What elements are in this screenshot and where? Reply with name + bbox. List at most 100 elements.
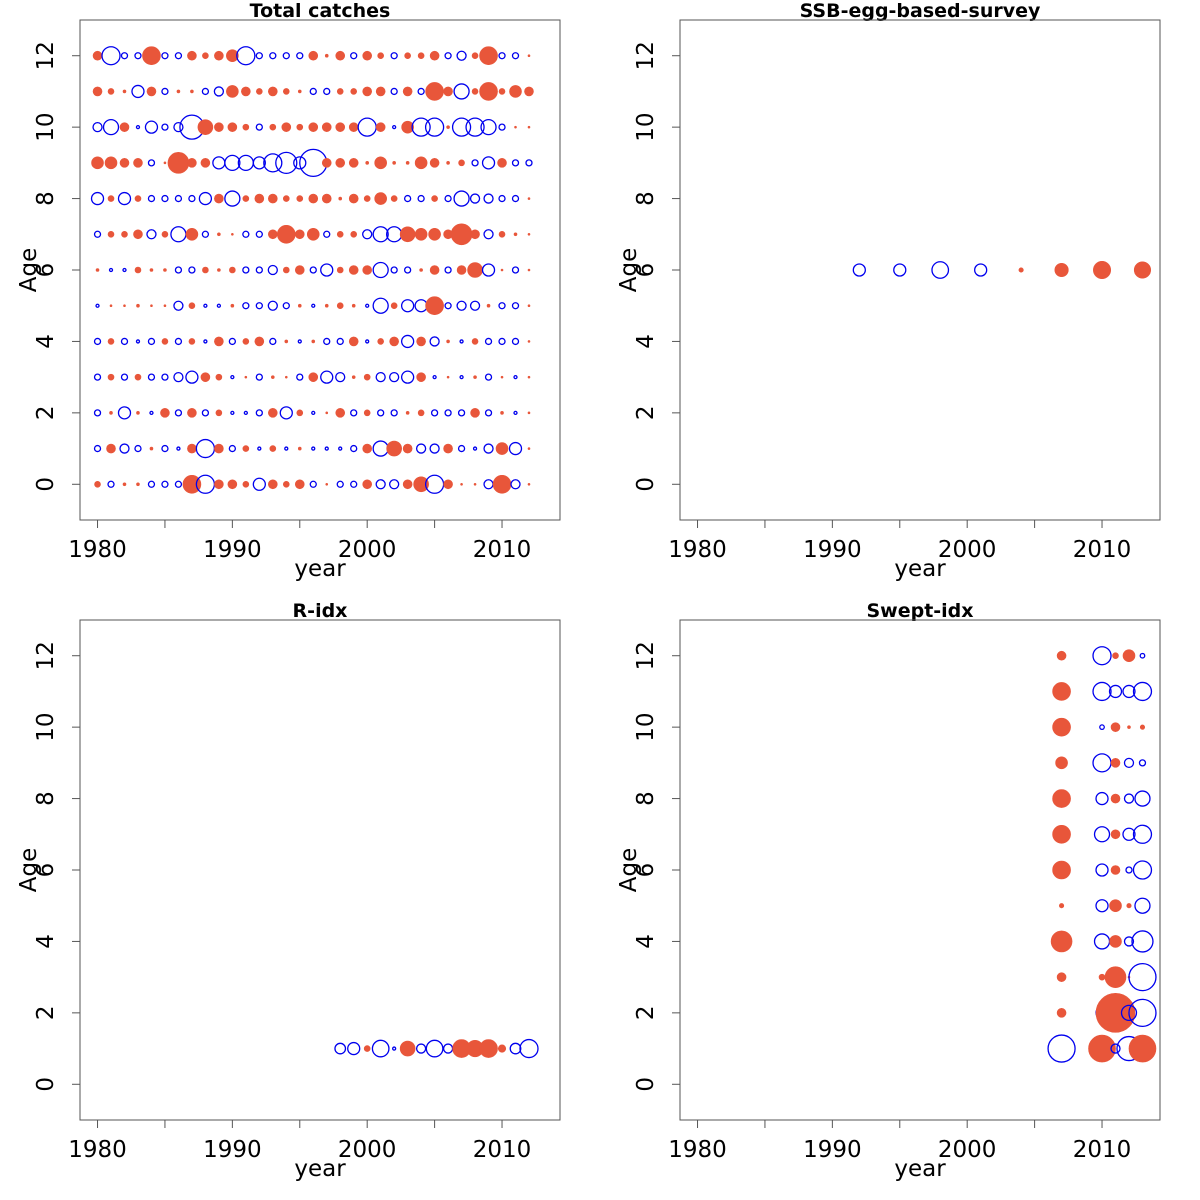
positive-residual-bubble — [268, 229, 278, 240]
negative-residual-bubble — [173, 300, 184, 311]
positive-residual-bubble — [446, 339, 450, 344]
negative-residual-bubble — [174, 409, 183, 417]
negative-residual-bubble — [424, 117, 445, 137]
positive-residual-bubble — [214, 50, 224, 61]
negative-residual-bubble — [511, 337, 520, 346]
positive-residual-bubble — [446, 375, 450, 379]
negative-residual-bubble — [1125, 866, 1133, 874]
negative-residual-bubble — [170, 226, 187, 243]
positive-residual-bubble — [513, 232, 518, 237]
positive-residual-bubble — [467, 262, 483, 278]
negative-residual-bubble — [472, 446, 478, 451]
negative-residual-bubble — [1132, 681, 1153, 702]
negative-residual-bubble — [444, 194, 452, 203]
positive-residual-bubble — [91, 156, 104, 170]
negative-residual-bubble — [282, 302, 290, 310]
positive-residual-bubble — [497, 158, 507, 168]
negative-residual-bubble — [237, 154, 254, 172]
positive-residual-bubble — [231, 232, 234, 236]
negative-residual-bubble — [1095, 863, 1109, 877]
negative-residual-bubble — [320, 263, 334, 277]
negative-residual-bubble — [456, 50, 467, 61]
y-tick-label: 10 — [633, 713, 659, 742]
positive-residual-bubble — [268, 193, 278, 204]
negative-residual-bubble — [390, 266, 398, 274]
negative-residual-bubble — [350, 444, 358, 453]
positive-residual-bubble — [1095, 993, 1136, 1033]
negative-residual-bubble — [451, 117, 472, 137]
positive-residual-bubble — [363, 1045, 371, 1052]
negative-residual-bubble — [1122, 827, 1136, 841]
negative-residual-bubble — [338, 446, 343, 451]
negative-residual-bubble — [102, 118, 120, 136]
negative-residual-bubble — [483, 443, 494, 454]
positive-residual-bubble — [107, 373, 115, 381]
y-tick-label: 12 — [33, 641, 59, 670]
positive-residual-bubble — [1052, 682, 1071, 701]
negative-residual-bubble — [365, 303, 370, 308]
positive-residual-bubble — [405, 411, 410, 415]
negative-residual-bubble — [255, 52, 263, 60]
negative-residual-bubble — [459, 339, 464, 344]
positive-residual-bubble — [348, 336, 359, 347]
negative-residual-bubble — [1099, 724, 1105, 731]
positive-residual-bubble — [1110, 722, 1121, 732]
x-tick-label: 1980 — [668, 1137, 727, 1163]
negative-residual-bubble — [429, 443, 440, 454]
panel-title: Swept-idx — [866, 600, 973, 622]
negative-residual-bubble — [1134, 897, 1151, 914]
positive-residual-bubble — [107, 338, 115, 345]
negative-residual-bubble — [296, 373, 304, 381]
positive-residual-bubble — [431, 195, 438, 202]
negative-residual-bubble — [309, 480, 317, 488]
positive-residual-bubble — [202, 52, 209, 60]
positive-residual-bubble — [351, 303, 356, 308]
positive-residual-bubble — [149, 268, 154, 272]
negative-residual-bubble — [93, 337, 102, 346]
positive-residual-bubble — [416, 336, 426, 347]
negative-residual-bubble — [392, 1046, 397, 1051]
y-tick-label: 2 — [33, 1006, 59, 1021]
positive-residual-bubble — [1133, 261, 1152, 279]
positive-residual-bubble — [527, 411, 531, 415]
negative-residual-bubble — [400, 334, 415, 349]
negative-residual-bubble — [1128, 998, 1157, 1028]
positive-residual-bubble — [486, 303, 491, 308]
negative-residual-bubble — [147, 337, 156, 346]
x-tick-label: 2010 — [473, 537, 532, 563]
negative-residual-bubble — [224, 154, 241, 172]
negative-residual-bubble — [161, 87, 169, 96]
positive-residual-bubble — [362, 50, 372, 61]
positive-residual-bubble — [242, 480, 250, 488]
negative-residual-bubble — [444, 52, 452, 60]
positive-residual-bubble — [414, 227, 428, 241]
negative-residual-bubble — [185, 370, 199, 384]
negative-residual-bubble — [417, 194, 425, 203]
negative-residual-bubble — [120, 373, 129, 381]
positive-residual-bubble — [217, 268, 221, 272]
negative-residual-bubble — [267, 264, 278, 276]
positive-residual-bubble — [241, 86, 251, 97]
positive-residual-bubble — [527, 54, 531, 58]
negative-residual-bubble — [144, 120, 159, 134]
positive-residual-bubble — [335, 50, 346, 61]
positive-residual-bubble — [107, 195, 115, 202]
y-tick-label: 10 — [33, 113, 59, 142]
positive-residual-bubble — [350, 88, 358, 95]
negative-residual-bubble — [1138, 759, 1147, 767]
negative-residual-bubble — [198, 191, 213, 206]
y-tick-label: 12 — [33, 41, 59, 70]
negative-residual-bubble — [372, 440, 389, 457]
negative-residual-bubble — [323, 230, 331, 238]
negative-residual-bubble — [442, 1043, 454, 1054]
x-tick-label: 1990 — [803, 537, 862, 563]
positive-residual-bubble — [351, 375, 356, 379]
positive-residual-bubble — [282, 266, 290, 274]
negative-residual-bubble — [375, 371, 386, 383]
negative-residual-bubble — [498, 302, 506, 310]
positive-residual-bubble — [1056, 972, 1067, 982]
negative-residual-bubble — [242, 230, 250, 238]
negative-residual-bubble — [1092, 646, 1112, 666]
negative-residual-bubble — [267, 300, 278, 311]
positive-residual-bubble — [375, 86, 386, 97]
